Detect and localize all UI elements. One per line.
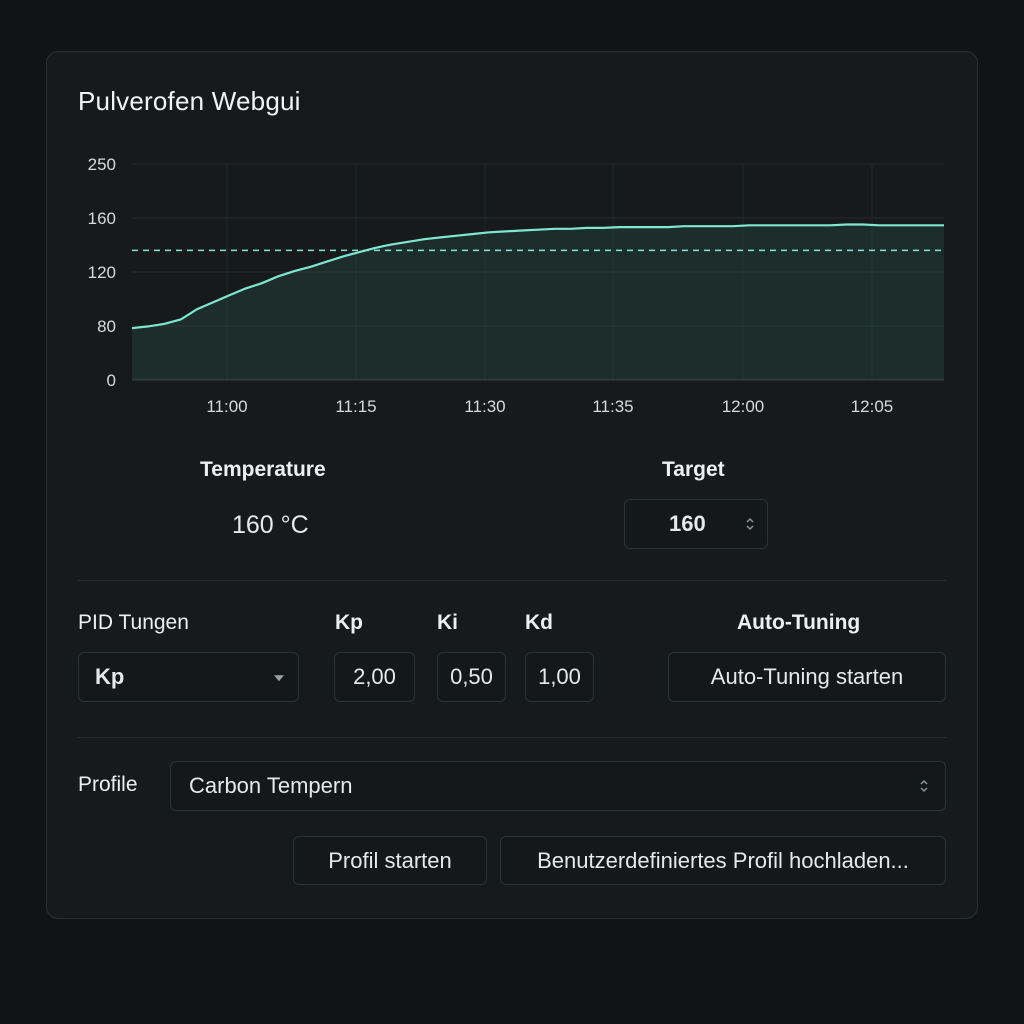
y-axis-ticks: 0 80 120 160 250 [88, 155, 116, 390]
select-arrows-icon [920, 779, 928, 793]
x-tick-label: 11:00 [206, 397, 247, 416]
profile-label: Profile [78, 773, 138, 796]
kd-label: Kd [525, 611, 553, 634]
x-tick-label: 11:35 [592, 397, 633, 416]
divider-top [78, 580, 946, 581]
profile-upload-button[interactable]: Benutzerdefiniertes Profil hochladen... [500, 836, 946, 885]
divider-bottom [78, 737, 946, 738]
x-tick-label: 12:00 [722, 397, 765, 416]
y-tick-label: 160 [88, 209, 116, 228]
page-title: Pulverofen Webgui [78, 86, 301, 116]
target-label: Target [662, 458, 725, 481]
temperature-chart: 0 80 120 160 250 11:00 11:15 11:30 11:35 12:00 12… [88, 155, 944, 416]
temperature-area [132, 224, 944, 380]
ki-input[interactable]: 0,50 [437, 652, 506, 702]
x-axis-ticks: 11:00 11:15 11:30 11:35 12:00 12:05 [206, 397, 893, 416]
target-input[interactable]: 160 [624, 499, 768, 549]
pid-select[interactable]: Kp [78, 652, 299, 702]
temperature-line [131, 223, 944, 330]
autotune-label: Auto-Tuning [737, 611, 861, 634]
x-tick-label: 12:05 [851, 397, 894, 416]
y-tick-label: 0 [107, 371, 116, 390]
profile-select-value: Carbon Tempern [189, 773, 353, 798]
pid-label: PID Tungen [78, 611, 189, 634]
profile-start-button[interactable]: Profil starten [293, 836, 487, 885]
pid-select-value: Kp [95, 664, 125, 689]
chevron-down-icon [274, 675, 284, 682]
kp-label: Kp [335, 611, 363, 634]
autotune-button[interactable]: Auto-Tuning starten [668, 652, 946, 702]
kd-input[interactable]: 1,00 [525, 652, 594, 702]
profile-select[interactable]: Carbon Tempern [170, 761, 946, 811]
chart-grid [132, 163, 944, 381]
ki-label: Ki [437, 611, 458, 634]
temperature-label: Temperature [200, 458, 326, 481]
x-tick-label: 11:30 [464, 397, 505, 416]
temperature-value: 160 °C [232, 511, 309, 539]
stepper-arrows-icon[interactable] [745, 516, 755, 532]
y-tick-label: 250 [88, 155, 116, 174]
y-tick-label: 120 [88, 263, 116, 282]
target-input-value: 160 [669, 511, 706, 536]
x-tick-label: 11:15 [335, 397, 376, 416]
kp-input[interactable]: 2,00 [334, 652, 415, 702]
y-tick-label: 80 [97, 317, 116, 336]
